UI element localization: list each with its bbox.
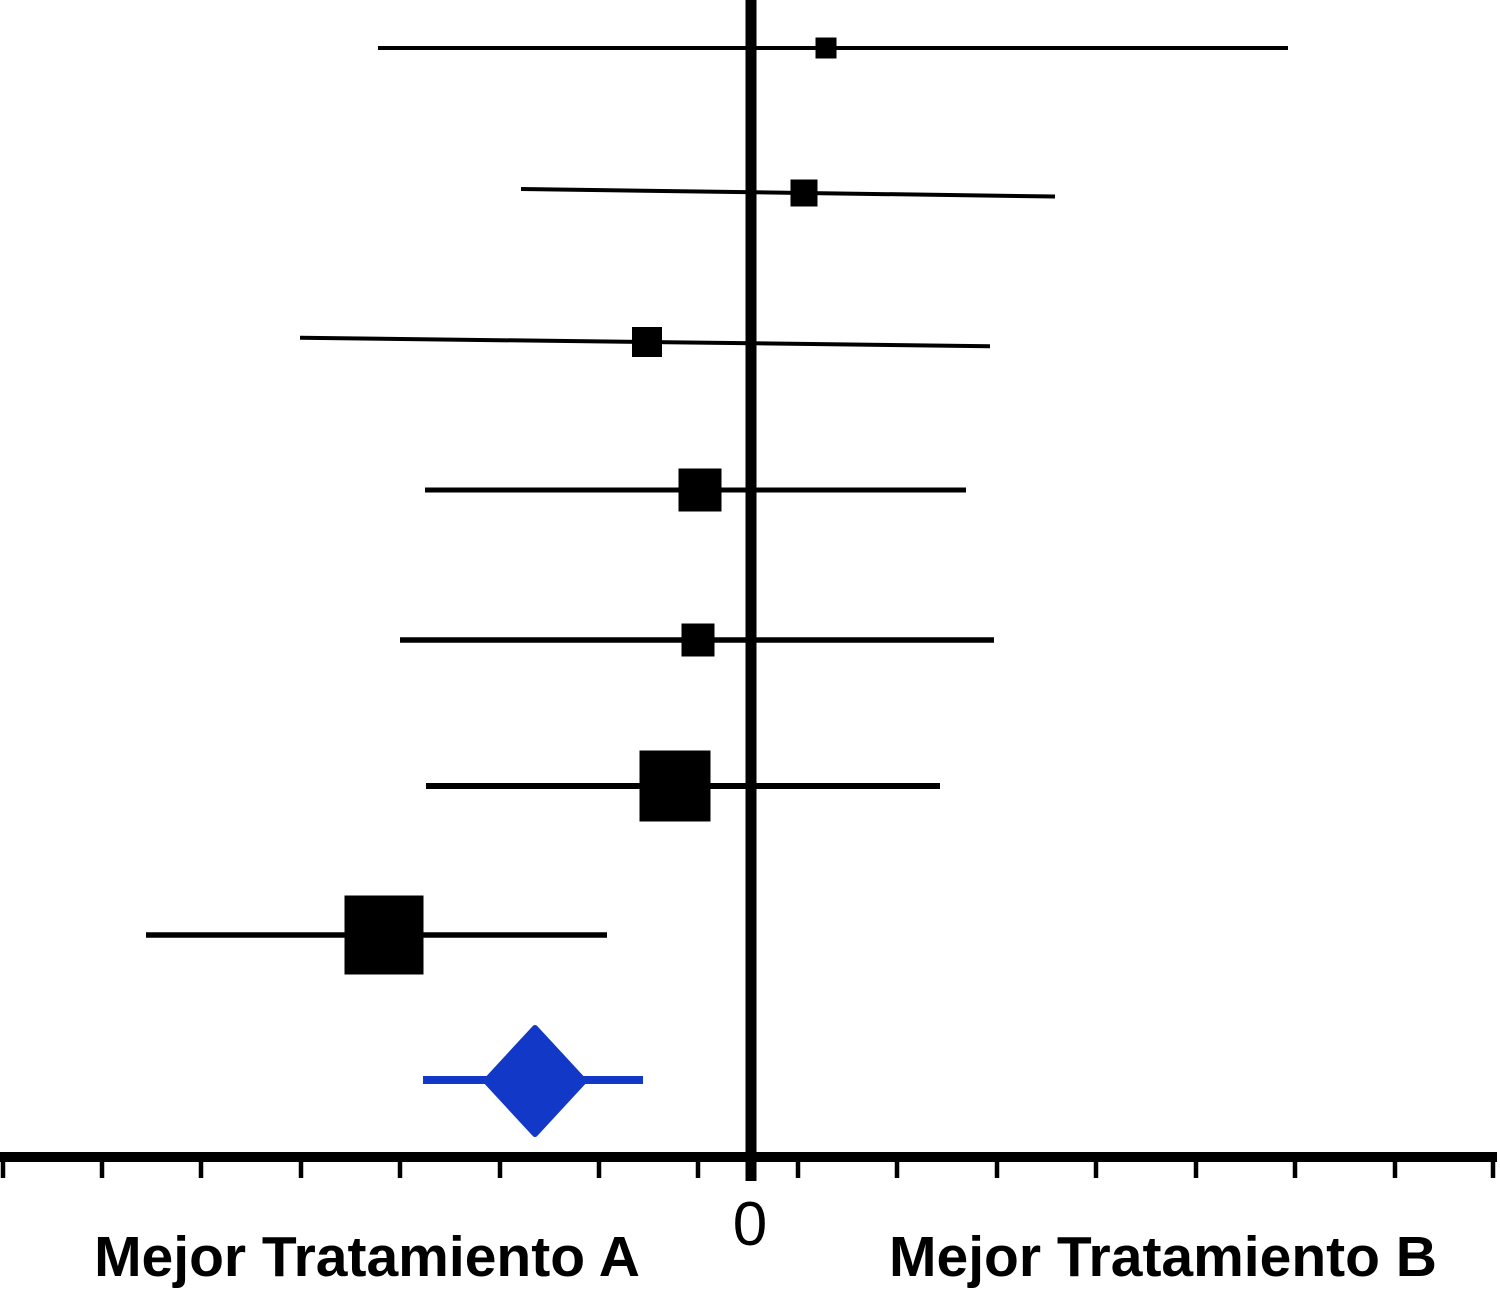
pooled-estimate xyxy=(423,1025,643,1137)
point-estimate-marker xyxy=(815,37,837,59)
axis-tick xyxy=(1193,1162,1199,1178)
axis-tick xyxy=(397,1162,403,1178)
axis-tick xyxy=(497,1162,503,1178)
point-estimate-marker xyxy=(632,327,662,357)
point-estimate-marker xyxy=(681,623,715,657)
point-estimate-marker xyxy=(344,895,424,975)
axis-tick xyxy=(1292,1162,1298,1178)
axis-tick xyxy=(1392,1162,1398,1178)
pooled-diamond xyxy=(483,1025,587,1137)
axis-tick xyxy=(695,1162,701,1178)
study-row xyxy=(425,468,966,512)
point-estimate-marker xyxy=(678,468,722,512)
x-axis-zero-tick-label: 0 xyxy=(732,1190,768,1259)
axis-tick xyxy=(795,1162,801,1178)
point-estimate-marker xyxy=(790,179,818,207)
ci-line xyxy=(520,187,1056,199)
axis-tick xyxy=(1490,1162,1496,1178)
axis-tick xyxy=(596,1162,602,1178)
axis-tick xyxy=(198,1162,204,1178)
x-axis-label-better-treatment-b: Mejor Tratamiento B xyxy=(889,1225,1437,1289)
study-row xyxy=(300,327,990,357)
x-axis-label-better-treatment-a: Mejor Tratamiento A xyxy=(94,1225,640,1289)
x-axis-bar xyxy=(0,1152,1497,1162)
study-row xyxy=(378,37,1288,59)
zero-line xyxy=(745,0,757,1181)
study-row xyxy=(426,750,940,822)
study-row xyxy=(400,623,994,657)
axis-tick xyxy=(994,1162,1000,1178)
axis-tick xyxy=(1093,1162,1099,1178)
point-estimate-marker xyxy=(639,750,711,822)
axis-tick xyxy=(99,1162,105,1178)
study-row xyxy=(146,895,607,975)
x-axis xyxy=(0,1152,1497,1178)
axis-tick xyxy=(0,1162,6,1178)
study-row xyxy=(520,179,1056,207)
axis-tick xyxy=(298,1162,304,1178)
axis-tick xyxy=(894,1162,900,1178)
